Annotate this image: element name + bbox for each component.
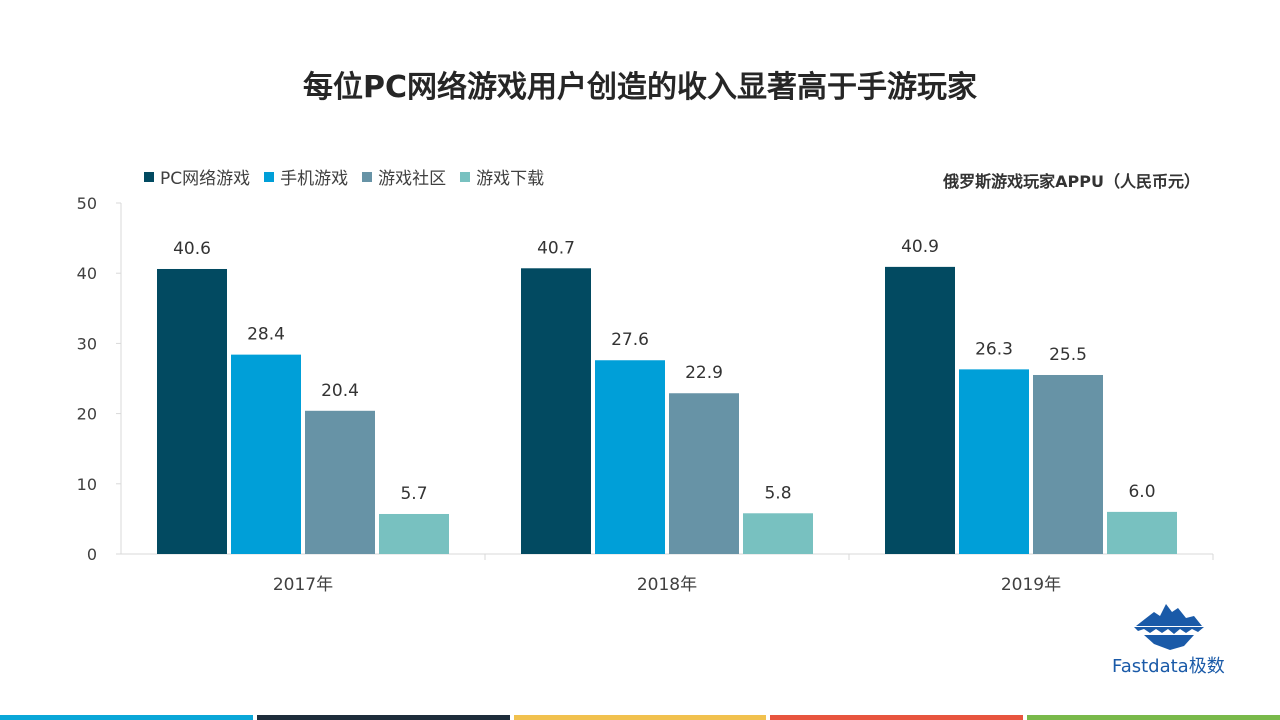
bar	[743, 513, 813, 554]
bar	[1033, 374, 1103, 554]
footer-bar	[770, 715, 1024, 720]
bar	[379, 513, 449, 554]
data-label: 26.3	[975, 339, 1013, 359]
chart-title: 每位PC网络游戏用户创造的收入显著高于手游玩家	[302, 70, 977, 105]
bar	[305, 410, 375, 554]
logo-text: Fastdata极数	[1112, 656, 1225, 677]
legend-item-mobile: 手机游戏	[264, 164, 348, 189]
legend-label: 游戏社区	[378, 169, 447, 189]
x-tick-label: 2019年	[1001, 575, 1061, 595]
legend-swatch	[362, 171, 373, 182]
data-label: 40.9	[901, 237, 939, 257]
legend-item-pc: PC网络游戏	[144, 164, 250, 189]
data-label: 5.7	[400, 484, 427, 504]
data-label: 25.5	[1049, 345, 1087, 365]
footer-bar	[513, 715, 767, 720]
data-label: 6.0	[1128, 482, 1155, 502]
x-tick-label: 2018年	[637, 575, 697, 595]
bar	[885, 266, 955, 554]
data-label: 40.7	[537, 238, 575, 258]
y-tick-label: 40	[77, 264, 97, 283]
data-label: 5.8	[764, 483, 791, 503]
data-label: 40.6	[173, 239, 211, 259]
bar	[669, 393, 739, 554]
y-tick-label: 50	[77, 194, 97, 213]
footer-bar	[0, 715, 253, 720]
chart-legend: PC网络游戏 手机游戏 游戏社区 游戏下载	[144, 164, 558, 189]
footer-bar	[256, 715, 510, 720]
y-tick-label: 10	[77, 475, 97, 494]
legend-swatch	[144, 171, 154, 182]
bar	[521, 268, 591, 554]
footer-color-bars	[0, 715, 1280, 720]
bar	[231, 354, 301, 554]
legend-swatch	[460, 171, 471, 182]
y-tick-label: 0	[87, 545, 97, 564]
legend-swatch	[264, 171, 275, 182]
bar	[1107, 511, 1177, 554]
legend-item-download: 游戏下载	[460, 164, 544, 189]
iceberg-logo-icon	[1134, 604, 1204, 650]
bar	[157, 268, 227, 554]
bar	[595, 360, 665, 554]
legend-item-community: 游戏社区	[362, 164, 446, 189]
legend-label: 手机游戏	[280, 169, 349, 189]
legend-label: 游戏下载	[476, 169, 545, 189]
y-tick-label: 20	[77, 405, 97, 424]
data-label: 22.9	[685, 363, 723, 383]
x-tick-label: 2017年	[273, 575, 333, 595]
legend-label: PC网络游戏	[160, 169, 251, 189]
data-label: 28.4	[247, 325, 285, 345]
data-label: 20.4	[321, 381, 359, 401]
y-tick-label: 30	[77, 334, 97, 353]
unit-label: 俄罗斯游戏玩家APPU（人民币元）	[943, 172, 1200, 191]
footer-bar	[1027, 715, 1280, 720]
bar	[959, 369, 1029, 554]
data-label: 27.6	[611, 330, 649, 350]
